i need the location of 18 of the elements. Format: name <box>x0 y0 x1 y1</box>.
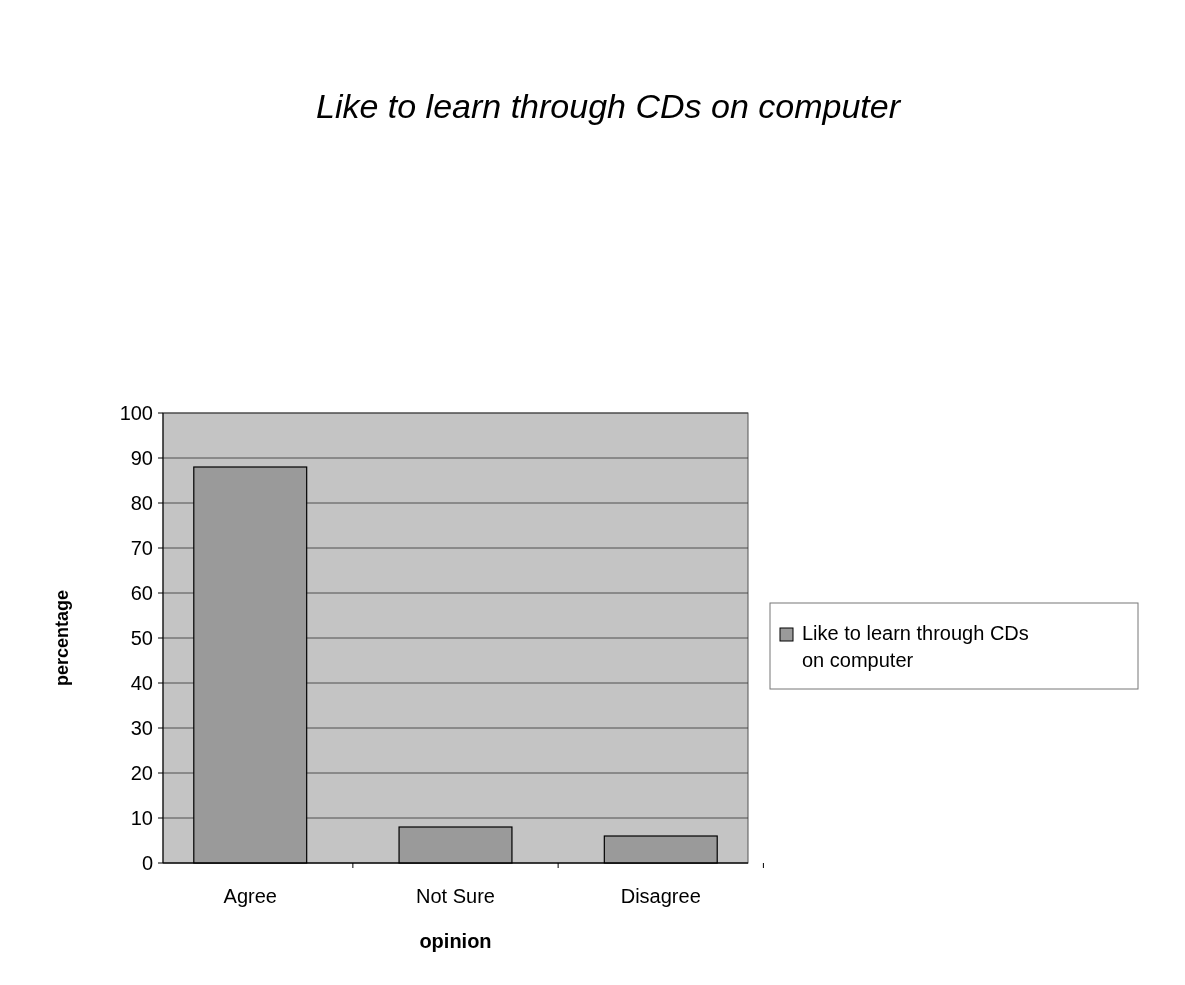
legend-label: Like to learn through CDs on computer <box>802 622 1029 671</box>
y-tick-label: 90 <box>130 447 153 469</box>
y-tick-label: 70 <box>130 537 153 559</box>
y-tick-label: 20 <box>130 762 153 784</box>
y-tick-label: 100 <box>119 402 153 424</box>
y-tick-label: 50 <box>130 627 153 649</box>
y-tick-label: 0 <box>141 852 153 874</box>
y-tick-label: 60 <box>130 582 153 604</box>
y-tick-label: 80 <box>130 492 153 514</box>
x-tick-label: Agree <box>223 885 277 907</box>
y-tick-label: 10 <box>130 807 153 829</box>
x-tick-label: Not Sure <box>416 885 495 907</box>
x-axis-title: opinion <box>419 930 492 952</box>
chart-title: Like to learn through CDs on computer <box>316 87 902 125</box>
x-tick-label: Disagree <box>620 885 701 907</box>
y-axis-title: percentage <box>52 589 72 687</box>
y-tick-label: 30 <box>130 717 153 739</box>
y-tick-label: 40 <box>130 672 153 694</box>
